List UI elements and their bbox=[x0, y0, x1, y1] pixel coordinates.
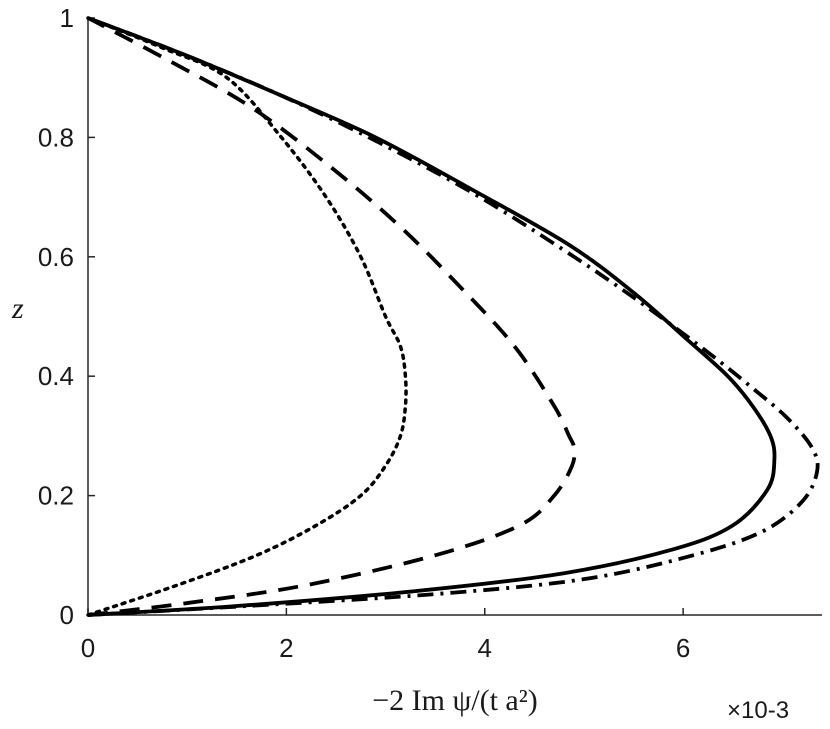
series-layer bbox=[86, 16, 820, 617]
x-ticks: 0 2 4 6 bbox=[81, 608, 690, 663]
series-line-solid bbox=[87, 16, 777, 617]
x-tick-label: 6 bbox=[676, 633, 690, 663]
plot-area: 0 2 4 6 0 0.2 0.4 0.6 0.8 1 bbox=[38, 3, 822, 663]
y-tick-label: 0 bbox=[60, 600, 74, 630]
x-tick-label: 0 bbox=[81, 633, 95, 663]
y-tick-label: 0.8 bbox=[38, 122, 74, 152]
y-tick-label: 0.2 bbox=[38, 481, 74, 511]
y-ticks: 0 0.2 0.4 0.6 0.8 1 bbox=[38, 3, 95, 630]
x-tick-label: 4 bbox=[478, 633, 492, 663]
x-axis-multiplier: ×10-3 bbox=[727, 697, 789, 724]
series-line-dotted bbox=[86, 16, 408, 617]
y-tick-label: 0.4 bbox=[38, 361, 74, 391]
y-tick-label: 0.6 bbox=[38, 242, 74, 272]
series-line-dash-dot bbox=[87, 16, 820, 617]
series-line-dashed bbox=[87, 16, 577, 617]
x-axis-label: −2 Im ψ/(t a²) bbox=[372, 684, 537, 717]
y-axis-label: z bbox=[11, 292, 24, 325]
y-tick-label: 1 bbox=[60, 3, 74, 33]
x-tick-label: 2 bbox=[279, 633, 293, 663]
